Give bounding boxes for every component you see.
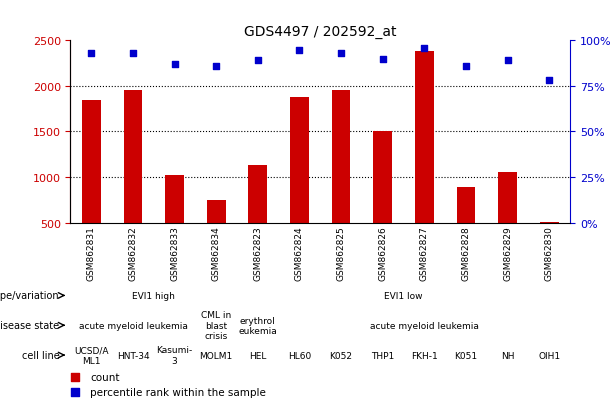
Bar	[124, 91, 142, 268]
Text: GSM862831: GSM862831	[87, 226, 96, 281]
Text: percentile rank within the sample: percentile rank within the sample	[91, 387, 267, 397]
Text: GSM862830: GSM862830	[545, 226, 554, 281]
Title: GDS4497 / 202592_at: GDS4497 / 202592_at	[244, 25, 397, 39]
Text: EVI1 high: EVI1 high	[132, 291, 175, 300]
Text: GSM862828: GSM862828	[462, 226, 471, 280]
Bar	[332, 90, 351, 268]
Point	[378, 56, 387, 63]
Point	[253, 58, 263, 64]
Text: GSM862824: GSM862824	[295, 226, 304, 280]
Text: GSM862823: GSM862823	[253, 226, 262, 280]
Text: FKH-1: FKH-1	[411, 351, 438, 360]
Point	[544, 78, 554, 85]
Point	[211, 64, 221, 70]
Text: erythrol
eukemia: erythrol eukemia	[238, 316, 277, 335]
Text: HNT-34: HNT-34	[116, 351, 149, 360]
Text: GSM862832: GSM862832	[129, 226, 137, 280]
Text: disease state: disease state	[0, 320, 59, 330]
Bar	[373, 132, 392, 268]
Bar	[207, 200, 226, 268]
Point	[170, 62, 180, 68]
Text: Kasumi-
3: Kasumi- 3	[156, 346, 192, 365]
Point	[70, 389, 80, 395]
Bar	[457, 188, 475, 268]
Text: GSM862825: GSM862825	[337, 226, 346, 280]
Text: K051: K051	[454, 351, 478, 360]
Bar	[166, 176, 184, 268]
Bar	[290, 97, 309, 268]
Bar	[82, 100, 101, 268]
Point	[295, 47, 305, 54]
Point	[419, 45, 429, 52]
Text: CML in
blast
crisis: CML in blast crisis	[201, 311, 231, 340]
Text: GSM862833: GSM862833	[170, 226, 179, 281]
Bar	[415, 52, 434, 268]
Text: genotype/variation: genotype/variation	[0, 291, 59, 301]
Text: acute myeloid leukemia: acute myeloid leukemia	[78, 321, 188, 330]
Text: GSM862834: GSM862834	[211, 226, 221, 280]
Bar	[540, 222, 558, 268]
Text: MOLM1: MOLM1	[200, 351, 233, 360]
Text: count: count	[91, 372, 120, 382]
Text: UCSD/A
ML1: UCSD/A ML1	[74, 346, 109, 365]
Text: cell line: cell line	[21, 350, 59, 360]
Text: OIH1: OIH1	[538, 351, 560, 360]
Text: HEL: HEL	[249, 351, 267, 360]
Text: K052: K052	[330, 351, 352, 360]
Bar	[248, 166, 267, 268]
Bar	[498, 172, 517, 268]
Point	[70, 374, 80, 381]
Point	[86, 51, 96, 57]
Point	[128, 51, 138, 57]
Text: HL60: HL60	[288, 351, 311, 360]
Point	[461, 64, 471, 70]
Point	[503, 58, 512, 64]
Text: EVI1 low: EVI1 low	[384, 291, 423, 300]
Text: THP1: THP1	[371, 351, 394, 360]
Text: GSM862829: GSM862829	[503, 226, 512, 280]
Text: GSM862826: GSM862826	[378, 226, 387, 280]
Text: GSM862827: GSM862827	[420, 226, 429, 280]
Text: NH: NH	[501, 351, 514, 360]
Text: acute myeloid leukemia: acute myeloid leukemia	[370, 321, 479, 330]
Point	[336, 51, 346, 57]
